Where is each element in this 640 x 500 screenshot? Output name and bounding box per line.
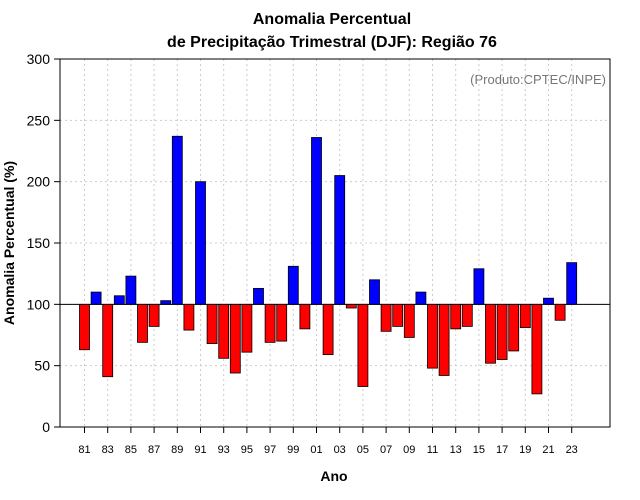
y-tick-label: 150 <box>27 235 51 251</box>
bar-2010 <box>415 291 427 305</box>
bar-1998 <box>276 303 288 342</box>
x-tick-label: 21 <box>542 444 554 456</box>
bar-2011 <box>427 303 438 369</box>
bar-1988 <box>160 300 172 305</box>
x-tick-label: 23 <box>566 444 578 456</box>
bar-2003 <box>334 175 346 305</box>
bar-2004 <box>345 303 357 309</box>
credit-label: (Produto:CPTEC/INPE) <box>470 72 606 87</box>
y-tick-label: 50 <box>34 358 50 374</box>
bar-2012 <box>438 303 450 376</box>
bar-1991 <box>195 181 206 305</box>
bar-1994 <box>229 303 241 374</box>
bar-2013 <box>450 303 462 330</box>
bar-1995 <box>241 303 253 353</box>
bar-2015 <box>473 268 485 305</box>
x-tick-label: 13 <box>450 444 462 456</box>
x-tick-label: 81 <box>78 444 90 456</box>
bar-2000 <box>299 303 311 330</box>
x-tick-label: 19 <box>519 444 531 456</box>
x-tick-label: 85 <box>125 444 137 456</box>
bar-2006 <box>369 279 380 305</box>
bar-2009 <box>403 303 415 338</box>
bar-1993 <box>218 303 230 359</box>
x-tick-label: 93 <box>218 444 230 456</box>
x-tick-label: 05 <box>357 444 369 456</box>
y-tick-label: 300 <box>27 51 51 67</box>
bar-1992 <box>206 303 218 344</box>
bar-2016 <box>485 303 496 364</box>
x-tick-label: 03 <box>334 444 346 456</box>
bar-2022 <box>554 303 566 321</box>
bar-2001 <box>311 137 322 305</box>
bar-2019 <box>519 303 531 329</box>
x-tick-label: 95 <box>241 444 253 456</box>
bar-1983 <box>102 303 114 378</box>
y-tick-label: 250 <box>27 112 51 128</box>
bar-1987 <box>148 303 160 327</box>
x-tick-label: 01 <box>310 444 322 456</box>
x-tick-label: 17 <box>496 444 508 456</box>
bar-2002 <box>322 303 334 356</box>
bar-1985 <box>125 275 137 305</box>
chart-subtitle: de Precipitação Trimestral (DJF): Região… <box>167 34 497 51</box>
y-tick-label: 200 <box>27 174 51 190</box>
x-tick-label: 09 <box>403 444 415 456</box>
bar-2021 <box>543 297 554 305</box>
bar-2017 <box>496 303 508 360</box>
bar-2014 <box>461 303 473 327</box>
x-tick-label: 91 <box>194 444 206 456</box>
bar-1986 <box>137 303 148 343</box>
bar-1984 <box>113 295 125 305</box>
bar-1997 <box>264 303 276 343</box>
y-axis-label: Anomalia Percentual (%) <box>1 161 17 325</box>
y-tick-label: 100 <box>27 296 51 312</box>
y-tick-label: 0 <box>42 419 50 435</box>
bars <box>79 135 578 395</box>
bar-2018 <box>508 303 520 352</box>
x-tick-label: 07 <box>380 444 392 456</box>
x-tick-label: 97 <box>264 444 276 456</box>
x-tick-label: 99 <box>287 444 299 456</box>
bar-1982 <box>90 291 102 305</box>
x-tick-label: 87 <box>148 444 160 456</box>
x-tick-label: 15 <box>473 444 485 456</box>
x-axis-label: Ano <box>320 468 347 484</box>
bar-2020 <box>531 303 543 395</box>
bar-1999 <box>287 265 299 305</box>
bar-2007 <box>380 303 392 332</box>
bar-1990 <box>183 303 195 331</box>
chart-title: Anomalia Percentual <box>253 11 411 28</box>
bar-1981 <box>79 303 90 351</box>
bar-2023 <box>566 262 578 305</box>
bar-2005 <box>357 303 369 387</box>
bar-2008 <box>392 303 404 327</box>
x-tick-label: 11 <box>427 444 438 456</box>
bar-1989 <box>171 135 183 305</box>
x-tick-label: 83 <box>102 444 114 456</box>
bar-1996 <box>253 287 264 305</box>
x-tick-label: 89 <box>171 444 183 456</box>
